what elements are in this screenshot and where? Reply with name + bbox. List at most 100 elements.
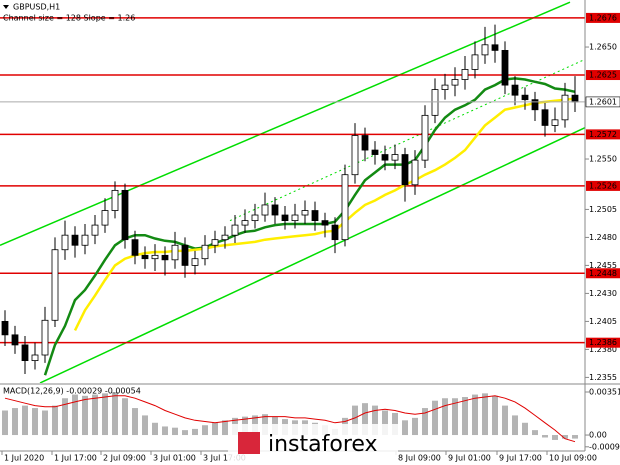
candle-body (201, 244, 209, 260)
candle-body (281, 214, 289, 222)
candle-body (391, 154, 399, 161)
macd-bar (552, 435, 558, 440)
candle-body (141, 254, 149, 260)
x-tick-label: 3 Jul 01:00 (153, 454, 196, 463)
macd-bar (352, 405, 358, 436)
macd-bar (162, 426, 168, 436)
macd-bar (402, 420, 408, 436)
candle-body (61, 234, 69, 251)
macd-bar (102, 393, 108, 436)
macd-bar (432, 400, 438, 436)
candle-body (371, 149, 379, 155)
macd-bar (92, 394, 98, 436)
candle-body (481, 44, 489, 56)
moving-average (43, 77, 576, 376)
candle-body (301, 210, 309, 216)
candle-body (351, 135, 359, 176)
macd-bar (182, 430, 188, 436)
x-tick-label: 10 Jul 09:00 (549, 454, 597, 463)
candle-body (571, 94, 579, 103)
candle-body (101, 210, 109, 226)
level-label: 1.2526 (589, 181, 617, 190)
macd-bar (482, 393, 488, 436)
y-tick-label: 0.00351 (589, 387, 620, 396)
candle-body (361, 135, 369, 151)
candle-body (331, 224, 339, 241)
candle-body (1, 321, 9, 336)
level-label-box (586, 337, 620, 348)
macd-bar (362, 403, 368, 436)
y-tick-label: 0.00 (589, 431, 607, 440)
candle-body (311, 210, 319, 222)
macd-bar (542, 435, 548, 438)
macd-bar (442, 398, 448, 436)
macd-bar (222, 420, 228, 436)
candle-body (191, 258, 199, 266)
candle-body (421, 114, 429, 161)
candle-body (41, 319, 49, 356)
level-label-box (586, 180, 620, 191)
y-tick-label: 1.2355 (589, 373, 617, 382)
level-label: 1.2625 (589, 71, 617, 80)
current-price-box (585, 96, 620, 108)
candle-body (71, 234, 79, 246)
macd-bar (492, 395, 498, 436)
candle-body (51, 249, 59, 321)
candle-body (31, 354, 39, 362)
candle-body (211, 239, 219, 246)
macd-bar (2, 410, 8, 436)
macd-bar (32, 408, 38, 436)
candle-body (11, 334, 19, 346)
level-label-box (586, 129, 620, 140)
candle-body (541, 109, 549, 126)
y-tick-label: 1.2480 (589, 233, 617, 242)
macd-bar (132, 408, 138, 436)
macd-bar (72, 394, 78, 436)
macd-bar (462, 397, 468, 436)
candle-body (171, 244, 179, 261)
chart-title: GBPUSD,H1 (13, 3, 60, 12)
candle-body (551, 119, 559, 126)
macd-bar (452, 398, 458, 436)
candle-body (91, 224, 99, 236)
candle-body (321, 220, 329, 226)
macd-bar (212, 422, 218, 436)
candle-body (431, 89, 439, 116)
y-tick-label: 1.2430 (589, 289, 617, 298)
macd-bar (192, 428, 198, 436)
candle-body (291, 214, 299, 222)
macd-bar (562, 435, 568, 439)
level-label-box (586, 12, 620, 23)
y-tick-label: 1.2505 (589, 205, 617, 214)
macd-bar (202, 425, 208, 436)
candle-body (341, 174, 349, 241)
candle-body (411, 159, 419, 186)
level-label-box (586, 268, 620, 279)
macd-bar (122, 398, 128, 436)
candle-body (561, 94, 569, 121)
candle-body (521, 94, 529, 101)
candle-body (111, 189, 119, 211)
candle-body (121, 189, 129, 241)
x-tick-label: 8 Jul 09:00 (398, 454, 441, 463)
candle-body (181, 244, 189, 266)
x-tick-label: 9 Jul 01:00 (448, 454, 491, 463)
macd-bar (62, 398, 68, 436)
candle-body (461, 69, 469, 80)
candle-body (271, 204, 279, 216)
macd-bar (502, 405, 508, 436)
candle-body (21, 344, 29, 362)
level-label: 1.2448 (589, 269, 617, 278)
y-tick-label: 1.2550 (589, 155, 617, 164)
current-price-label: 1.2601 (589, 97, 617, 106)
candle-body (131, 239, 139, 256)
chart-subtitle: Channel size = 128 Slope = 1.26 (3, 14, 135, 23)
candle-body (251, 214, 259, 222)
menu-icon (3, 5, 9, 9)
macd-bar (522, 422, 528, 436)
x-tick-label: 2 Jul 09:00 (103, 454, 146, 463)
candle-body (501, 49, 509, 86)
macd-bar (382, 410, 388, 436)
